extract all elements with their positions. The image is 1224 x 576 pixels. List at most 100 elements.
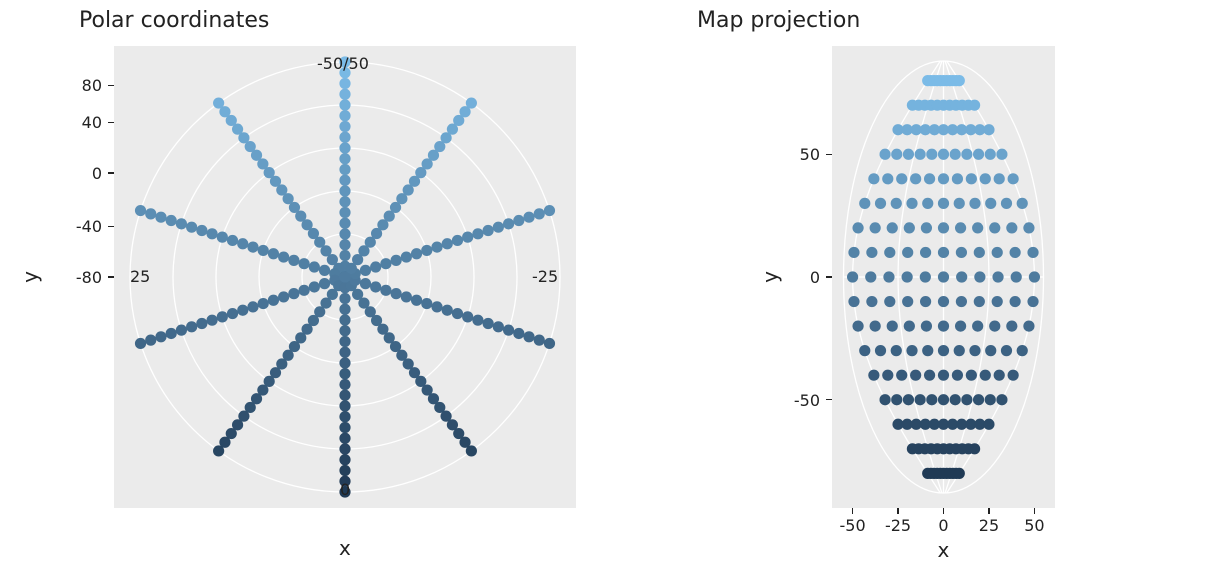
map-point: [852, 320, 863, 331]
polar-y-tick-label: 0: [92, 164, 102, 183]
map-point: [875, 198, 886, 209]
map-plot: [0, 0, 1224, 576]
map-point: [973, 149, 984, 160]
map-point: [921, 320, 932, 331]
map-point: [920, 271, 931, 282]
polar-ring-label: -25: [532, 267, 558, 286]
map-point: [950, 394, 961, 405]
polar-ring-label: 25: [130, 267, 150, 286]
map-point: [852, 222, 863, 233]
map-point: [884, 296, 895, 307]
map-point: [922, 198, 933, 209]
map-point: [974, 271, 985, 282]
map-x-tick-label: 50: [1024, 516, 1044, 535]
map-point: [920, 296, 931, 307]
map-point: [938, 173, 949, 184]
map-point: [906, 198, 917, 209]
map-point: [902, 247, 913, 258]
map-point: [1006, 222, 1017, 233]
map-x-tick: [852, 508, 853, 514]
figure: Polar coordinates x y Map projection x y…: [0, 0, 1224, 576]
map-point: [961, 149, 972, 160]
map-x-tick-label: -50: [840, 516, 866, 535]
map-x-tick: [897, 508, 898, 514]
map-x-tick: [1034, 508, 1035, 514]
map-point: [961, 394, 972, 405]
map-point: [879, 394, 890, 405]
polar-ring-label: -50/50: [317, 54, 369, 73]
map-point: [994, 370, 1005, 381]
map-point: [924, 370, 935, 381]
polar-y-tick-label: 40: [82, 113, 102, 132]
map-point: [868, 370, 879, 381]
polar-y-tick-label: -40: [76, 217, 102, 236]
map-point: [1010, 247, 1021, 258]
polar-ring-label: 0: [340, 480, 350, 499]
map-point: [866, 247, 877, 258]
map-point: [938, 345, 949, 356]
polar-y-tick: [108, 172, 114, 173]
map-y-axis-label: y: [758, 271, 782, 283]
map-point: [974, 296, 985, 307]
map-point: [926, 394, 937, 405]
map-point: [989, 222, 1000, 233]
map-point: [879, 149, 890, 160]
map-point: [969, 443, 980, 454]
map-point: [956, 296, 967, 307]
map-point: [985, 394, 996, 405]
map-point: [921, 222, 932, 233]
map-point: [859, 198, 870, 209]
map-point: [954, 75, 965, 86]
map-point: [972, 222, 983, 233]
map-point: [882, 370, 893, 381]
map-point: [985, 198, 996, 209]
map-point: [896, 370, 907, 381]
map-point: [972, 320, 983, 331]
map-point: [859, 345, 870, 356]
map-point: [926, 149, 937, 160]
map-point: [848, 296, 859, 307]
map-point: [973, 394, 984, 405]
map-point: [868, 173, 879, 184]
map-point: [969, 198, 980, 209]
map-y-tick: [826, 276, 832, 277]
map-point: [848, 247, 859, 258]
map-point: [938, 149, 949, 160]
map-x-tick-label: -25: [885, 516, 911, 535]
map-point: [938, 247, 949, 258]
map-point: [954, 198, 965, 209]
polar-y-tick: [108, 85, 114, 86]
map-point: [938, 198, 949, 209]
map-point: [870, 320, 881, 331]
map-point: [969, 100, 980, 111]
map-point: [938, 222, 949, 233]
map-point: [994, 173, 1005, 184]
map-point: [980, 173, 991, 184]
map-y-tick: [826, 154, 832, 155]
map-point: [891, 149, 902, 160]
map-point: [870, 222, 881, 233]
map-point: [938, 320, 949, 331]
map-y-tick-label: 0: [810, 268, 820, 287]
map-point: [1006, 320, 1017, 331]
map-point: [983, 419, 994, 430]
map-point: [980, 370, 991, 381]
map-point: [989, 320, 1000, 331]
map-point: [966, 370, 977, 381]
map-point: [887, 222, 898, 233]
map-point: [1027, 296, 1038, 307]
map-point: [904, 222, 915, 233]
polar-y-tick: [108, 226, 114, 227]
map-point: [865, 271, 876, 282]
polar-y-tick-label: -80: [76, 268, 102, 287]
map-point: [910, 370, 921, 381]
map-point: [902, 271, 913, 282]
map-y-tick: [826, 399, 832, 400]
polar-y-tick-label: 80: [82, 76, 102, 95]
map-point: [956, 247, 967, 258]
map-point: [955, 320, 966, 331]
polar-y-tick: [108, 122, 114, 123]
map-y-tick-label: -50: [794, 391, 820, 410]
map-point: [938, 296, 949, 307]
map-title: Map projection: [697, 8, 860, 33]
